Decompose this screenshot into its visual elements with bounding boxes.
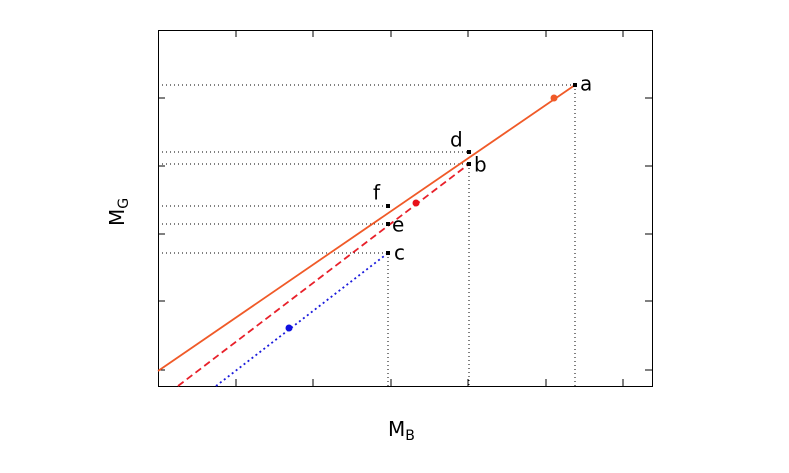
ticks bbox=[158, 30, 652, 386]
x-axis-label: MB bbox=[388, 417, 415, 445]
dot bbox=[550, 94, 558, 102]
y-label-sub: G bbox=[116, 198, 132, 209]
point-label: c bbox=[394, 241, 405, 265]
dot bbox=[285, 324, 293, 332]
dot bbox=[412, 199, 420, 207]
y-axis-label: MG bbox=[105, 198, 133, 226]
point-label: e bbox=[392, 213, 404, 237]
plot-frame bbox=[158, 30, 653, 387]
x-label-sub: B bbox=[405, 428, 415, 444]
dotted-line bbox=[215, 252, 389, 387]
point-label: d bbox=[450, 128, 463, 152]
point-label: f bbox=[373, 181, 381, 205]
point-label: b bbox=[474, 153, 487, 177]
dashed-line bbox=[177, 163, 470, 387]
x-label-main: M bbox=[388, 417, 405, 441]
solid-line bbox=[157, 84, 576, 372]
point-markers bbox=[386, 83, 577, 255]
guide-lines bbox=[158, 84, 576, 386]
point-label: a bbox=[580, 72, 592, 96]
y-label-main: M bbox=[105, 209, 129, 226]
